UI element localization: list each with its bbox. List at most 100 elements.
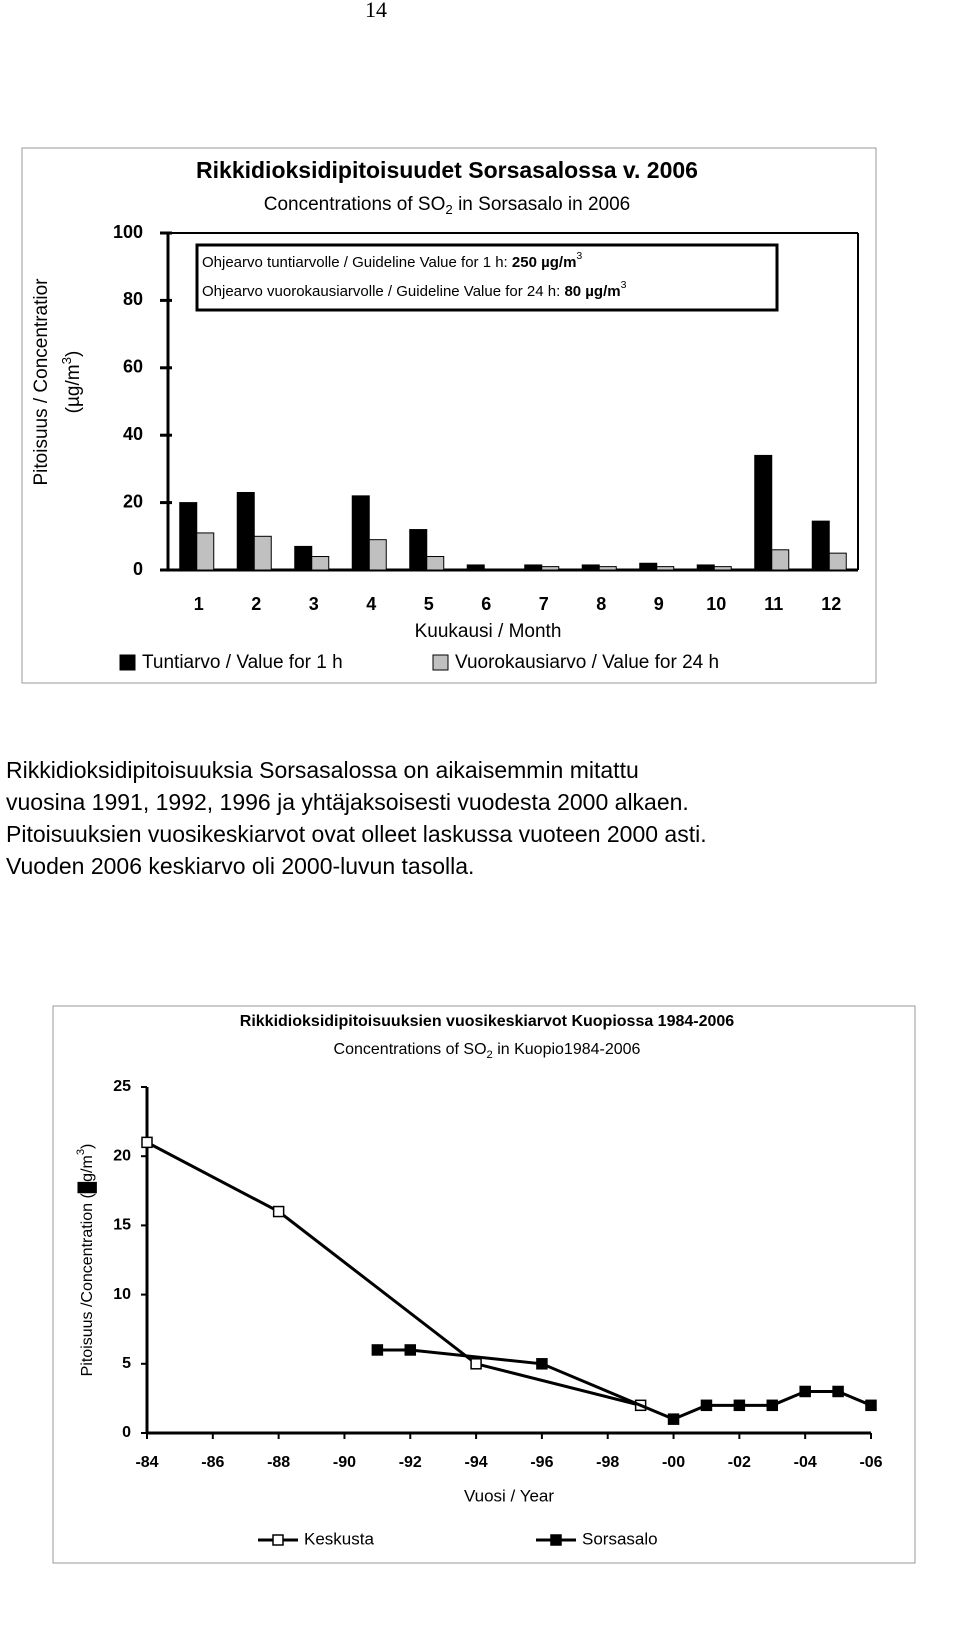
bar xyxy=(828,552,847,571)
y-axis-label-part: 3 xyxy=(59,357,74,364)
x-tick-label: -86 xyxy=(201,1454,224,1471)
x-tick-label: -04 xyxy=(794,1454,817,1471)
x-tick-label: -98 xyxy=(596,1454,619,1471)
bar xyxy=(236,491,255,571)
point-marker xyxy=(766,1399,779,1412)
guideline-note-part: Ohjearvo vuorokausiarvolle / Guideline V… xyxy=(202,283,564,300)
point-marker xyxy=(733,1399,746,1412)
guideline-note: Ohjearvo vuorokausiarvolle / Guideline V… xyxy=(202,279,627,300)
x-tick-label: -88 xyxy=(267,1454,290,1471)
bar xyxy=(483,568,502,571)
chart-frame xyxy=(52,1005,916,1564)
y-tick-label: 0 xyxy=(122,1424,131,1441)
point-marker xyxy=(470,1358,482,1370)
y-axis-label-part: Pitoisuus /Concentration (█g/m xyxy=(77,1155,97,1376)
y-tick-label: 20 xyxy=(123,491,143,511)
y-axis-label-part: 3 xyxy=(75,1149,87,1155)
chart-subtitle-part: Concentrations of SO xyxy=(334,1041,487,1058)
bar xyxy=(409,529,428,571)
guideline-box xyxy=(195,243,779,312)
x-tick-label: 8 xyxy=(596,594,606,614)
bar xyxy=(196,532,215,571)
y-axis-label: Pitoisuus / Concentratior xyxy=(31,278,52,486)
point-marker xyxy=(667,1413,680,1425)
x-tick-label: -90 xyxy=(333,1454,356,1471)
x-axis-label: Vuosi / Year xyxy=(464,1486,554,1505)
bar xyxy=(311,556,330,571)
y-tick-label: 25 xyxy=(113,1078,131,1095)
point-marker xyxy=(799,1385,811,1398)
paragraph-line: Rikkidioksidipitoisuuksia Sorsasalossa o… xyxy=(6,757,639,783)
legend-label: Sorsasalo xyxy=(582,1529,658,1548)
point-marker xyxy=(832,1385,844,1398)
legend-swatch xyxy=(119,654,136,671)
point-marker xyxy=(371,1344,384,1356)
paragraph-line: vuosina 1991, 1992, 1996 ja yhtäjaksoise… xyxy=(6,789,689,815)
x-tick-label: 10 xyxy=(706,594,726,614)
legend-label: Vuorokausiarvo / Value for 24 h xyxy=(455,652,719,673)
x-tick-label: 4 xyxy=(366,594,376,614)
guideline-note-part: 3 xyxy=(621,279,627,291)
y-axis-label: (µg/m3) xyxy=(59,351,85,414)
x-axis-label: Kuukausi / Month xyxy=(415,621,562,642)
bar xyxy=(639,562,658,571)
chart-subtitle: Concentrations of SO2 in Sorsasalo in 20… xyxy=(264,194,631,217)
legend-label: Keskusta xyxy=(304,1529,374,1548)
x-tick-label: 7 xyxy=(539,594,549,614)
guideline-note-part: Ohjearvo tuntiarvolle / Guideline Value … xyxy=(202,254,512,271)
chart-subtitle: Concentrations of SO2 in Kuopio1984-2006 xyxy=(334,1041,641,1061)
x-tick-label: 5 xyxy=(424,594,434,614)
y-axis-label-part: (µg/m xyxy=(63,364,84,413)
x-tick-label: 3 xyxy=(309,594,319,614)
legend-swatch xyxy=(432,654,449,671)
point-marker xyxy=(141,1136,153,1149)
point-marker xyxy=(404,1344,417,1356)
chart-title: Rikkidioksidipitoisuuksien vuosikeskiarv… xyxy=(240,1013,735,1030)
bar xyxy=(771,549,790,571)
bar xyxy=(713,566,732,571)
bar xyxy=(581,564,600,571)
guideline-note-part: 250 µg/m xyxy=(512,254,577,271)
x-tick-label: 9 xyxy=(654,594,664,614)
x-tick-label: -96 xyxy=(530,1454,553,1471)
x-tick-label: -94 xyxy=(465,1454,488,1471)
bar xyxy=(253,535,272,571)
legend-marker xyxy=(550,1534,562,1546)
bar xyxy=(656,566,675,571)
chart-subtitle-part: 2 xyxy=(445,202,452,217)
bar xyxy=(179,502,198,571)
x-tick-label: 1 xyxy=(194,594,204,614)
guideline-note-part: 80 µg/m xyxy=(564,283,620,300)
y-tick-label: 40 xyxy=(123,424,143,444)
bar xyxy=(811,520,830,571)
chart-title: Rikkidioksidipitoisuudet Sorsasalossa v.… xyxy=(196,157,698,183)
bar xyxy=(466,564,485,571)
bar xyxy=(368,539,387,571)
chart-frame xyxy=(21,147,877,684)
bar xyxy=(294,545,313,571)
point-marker xyxy=(865,1399,877,1412)
bar xyxy=(696,564,715,571)
series-line xyxy=(146,1141,642,1407)
guideline-note-part: 3 xyxy=(576,250,582,262)
y-tick-label: 10 xyxy=(113,1286,131,1303)
y-tick-label: 80 xyxy=(123,289,143,309)
bar xyxy=(524,564,543,571)
x-tick-label: -06 xyxy=(859,1454,882,1471)
guideline-note: Ohjearvo tuntiarvolle / Guideline Value … xyxy=(202,250,582,271)
legend-marker xyxy=(272,1534,284,1546)
x-tick-label: 6 xyxy=(481,594,491,614)
x-tick-label: -84 xyxy=(135,1454,158,1471)
x-tick-label: 11 xyxy=(764,594,783,614)
point-marker xyxy=(536,1358,548,1370)
paragraph-line: Pitoisuuksien vuosikeskiarvot ovat ollee… xyxy=(6,821,707,847)
legend-label: Tuntiarvo / Value for 1 h xyxy=(142,652,343,673)
x-tick-label: 2 xyxy=(251,594,261,614)
x-tick-label: -92 xyxy=(399,1454,422,1471)
x-tick-label: 12 xyxy=(821,594,841,614)
paragraph-line: Vuoden 2006 keskiarvo oli 2000-luvun tas… xyxy=(6,853,474,879)
bar xyxy=(541,566,560,571)
y-axis-label-part: ) xyxy=(79,1144,96,1149)
bar xyxy=(754,454,773,571)
y-tick-label: 0 xyxy=(133,559,143,579)
